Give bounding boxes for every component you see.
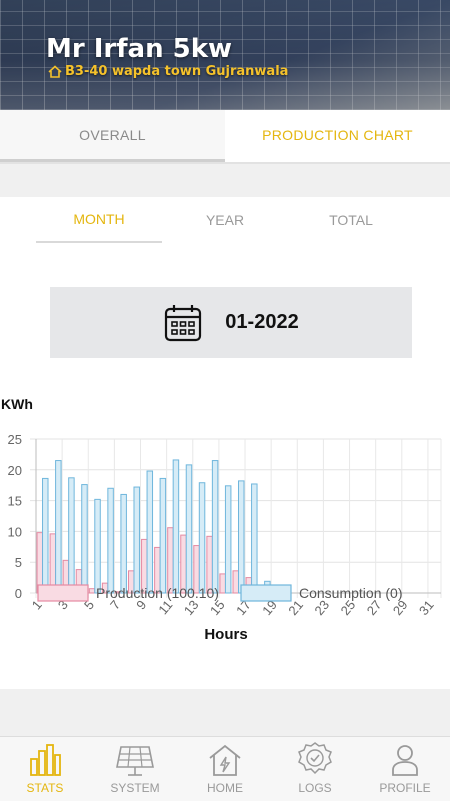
main-tabs: OVERALL PRODUCTION CHART: [0, 110, 450, 164]
y-tick-label: 15: [8, 494, 22, 509]
nav-system-label: SYSTEM: [110, 781, 160, 795]
nav-stats-label: STATS: [26, 781, 64, 795]
bottom-navigation: STATS SYSTEM HOME LOGS: [0, 736, 450, 801]
legend-label-consumption: Consumption (0): [299, 585, 403, 601]
nav-logs-label: LOGS: [298, 781, 332, 795]
nav-home[interactable]: HOME: [180, 737, 270, 801]
nav-system[interactable]: SYSTEM: [90, 737, 180, 801]
user-icon: [392, 745, 418, 776]
consumption-bar: [81, 484, 88, 594]
consumption-bar: [146, 470, 154, 594]
production-bar: [88, 588, 96, 594]
site-address: B3-40 wapda town Gujranwala: [48, 64, 288, 79]
nav-profile-label: PROFILE: [379, 781, 431, 795]
date-picker[interactable]: 01-2022: [50, 287, 412, 358]
nav-stats[interactable]: STATS: [0, 737, 90, 801]
tab-month[interactable]: MONTH: [36, 197, 162, 243]
bar-chart-icon: [30, 744, 61, 776]
production-bar: [36, 532, 44, 594]
tab-total[interactable]: TOTAL: [329, 212, 373, 228]
chart-card: MONTH YEAR TOTAL 01-2022 KWh 0 5 10 15 20 25 1 3…: [0, 197, 450, 689]
site-title: Mr Irfan 5kw: [46, 34, 233, 64]
consumption-bar: [133, 486, 140, 594]
consumption-bar: [185, 464, 193, 594]
consumption-bar: [198, 482, 206, 594]
legend-label-production: Production (100.10): [96, 585, 219, 601]
y-tick-label: 25: [8, 432, 22, 447]
production-bar: [49, 533, 57, 594]
consumption-bar: [159, 477, 167, 594]
y-tick-label: 5: [15, 555, 22, 570]
consumption-bar: [251, 483, 258, 594]
calendar-icon: [165, 304, 202, 341]
consumption-bar: [224, 485, 232, 594]
consumption-bar: [94, 498, 101, 594]
header-banner: Mr Irfan 5kw B3-40 wapda town Gujranwala: [0, 0, 450, 110]
consumption-bar: [68, 477, 75, 594]
home-small-icon: [48, 65, 62, 78]
y-axis-label: KWh: [1, 396, 33, 412]
x-tick-label: 31: [416, 597, 437, 618]
home-icon: [209, 744, 241, 776]
x-axis-label: Hours: [204, 626, 247, 641]
legend-swatch-production: [37, 584, 89, 602]
consumption-bar: [42, 477, 49, 594]
consumption-bar: [211, 460, 219, 594]
nav-home-label: HOME: [207, 781, 243, 795]
production-chart: KWh 0 5 10 15 20 25 1 3 5 7 9 11 13 15 17 19 21 23 25 27 29 31…: [0, 371, 450, 643]
site-address-text: B3-40 wapda town Gujranwala: [65, 64, 289, 79]
y-tick-label: 20: [8, 463, 22, 478]
selected-date: 01-2022: [225, 311, 299, 333]
consumption-bar: [55, 460, 62, 594]
production-bar: [232, 570, 240, 594]
badge-check-icon: [298, 742, 332, 775]
consumption-bar: [172, 459, 180, 594]
y-tick-label: 0: [15, 586, 22, 601]
tab-overall[interactable]: OVERALL: [0, 110, 225, 162]
solar-panels-background: [0, 0, 450, 110]
legend-swatch-consumption: [240, 584, 292, 602]
nav-profile[interactable]: PROFILE: [360, 737, 450, 801]
solar-panel-icon: [116, 746, 154, 776]
production-bar: [219, 573, 226, 594]
consumption-bar: [238, 480, 245, 594]
production-bar: [167, 527, 174, 594]
consumption-bar: [107, 487, 114, 594]
y-tick-label: 10: [8, 524, 22, 539]
consumption-bar: [120, 493, 127, 594]
tab-production-chart[interactable]: PRODUCTION CHART: [225, 110, 450, 162]
tab-year[interactable]: YEAR: [205, 212, 245, 228]
period-tabs: MONTH YEAR TOTAL: [36, 197, 414, 243]
nav-logs[interactable]: LOGS: [270, 737, 360, 801]
